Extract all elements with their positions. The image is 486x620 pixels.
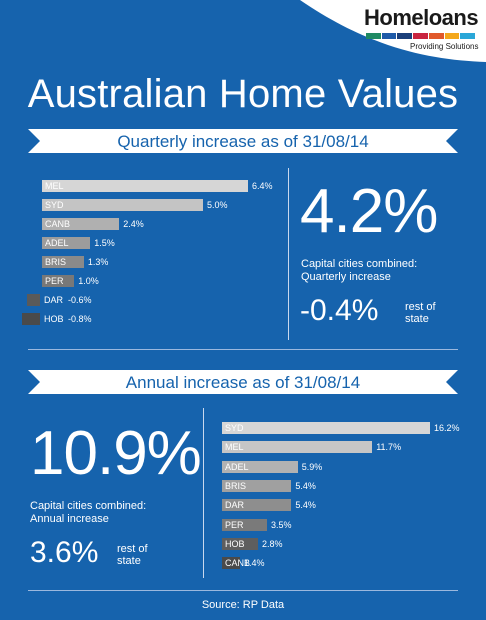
annual-rest-value: 3.6% <box>30 536 99 569</box>
bar-category-label: ADEL <box>225 461 249 472</box>
quarterly-rest-caption: rest of state <box>405 301 436 325</box>
header-swoosh-shape <box>300 0 486 62</box>
annual-headline-caption: Capital cities combined: Annual increase <box>30 500 146 526</box>
bar-syd <box>42 199 203 211</box>
bar-hob <box>222 537 258 550</box>
bar-value-label: 6.4% <box>252 181 273 191</box>
annual-divider <box>203 408 204 578</box>
caption-line: state <box>117 555 141 567</box>
annual-bar-chart: SYD 16.2% MEL 11.7% ADEL 5.9% BRIS 5.4% DAR 5.4% P… <box>222 422 477 574</box>
bar-mel <box>42 180 248 192</box>
bar-category-label: PER <box>45 276 64 286</box>
bar-value-label: -0.6% <box>68 295 92 305</box>
caption-line: rest of <box>405 301 436 313</box>
bar-category-label: HOB <box>44 314 64 324</box>
bar-value-label: 1.4% <box>243 558 265 569</box>
bar-value-label: 11.7% <box>376 442 402 453</box>
quarterly-headline-caption: Capital cities combined: Quarterly incre… <box>301 258 417 284</box>
caption-line: state <box>405 313 429 325</box>
annual-rest-caption: rest of state <box>117 543 148 567</box>
quarterly-rest-value: -0.4% <box>300 294 379 327</box>
bar-value-label: 5.4% <box>295 480 316 491</box>
bar-category-label: CANB <box>45 219 71 229</box>
bar-per <box>222 518 267 531</box>
bar-dar <box>26 294 40 306</box>
bar-bris <box>42 256 84 268</box>
logo-stripe-segment <box>460 33 476 39</box>
bar-category-label: MEL <box>225 442 244 453</box>
section-divider <box>28 349 458 350</box>
quarterly-divider <box>288 168 289 340</box>
bar-value-label: 1.5% <box>94 238 115 248</box>
annual-heading-ribbon: Annual increase as of 31/08/14 <box>28 370 458 394</box>
annual-headline-value: 10.9% <box>30 419 202 488</box>
bar-value-label: 2.8% <box>261 538 283 549</box>
bar-hob <box>22 313 40 325</box>
bar-category-label: CANB <box>225 558 251 569</box>
logo-stripe-segment <box>366 33 381 39</box>
logo-stripe-segment <box>413 33 428 39</box>
bar-value-label: 1.3% <box>87 257 109 267</box>
ribbon-shape <box>28 370 458 394</box>
page-title: Australian Home Values <box>27 72 459 116</box>
bar-category-label: DAR <box>44 295 64 305</box>
bar-category-label: SYD <box>45 200 64 210</box>
caption-line: Capital cities combined: <box>301 258 418 270</box>
bar-adel <box>222 460 298 473</box>
logo-stripe-segment <box>444 33 460 39</box>
bar-value-label: 5.0% <box>206 200 228 210</box>
bar-category-label: BRIS <box>225 480 247 491</box>
bar-dar <box>222 499 292 512</box>
caption-line: Annual increase <box>30 513 109 525</box>
bar-canb <box>222 557 240 570</box>
quarterly-heading: Quarterly increase as of 31/08/14 <box>117 132 369 151</box>
logo-stripe-segment <box>428 33 444 39</box>
bar-category-label: PER <box>225 519 244 530</box>
bar-value-label: 5.4% <box>295 500 316 511</box>
bar-mel <box>222 441 373 454</box>
bar-value-label: 1.0% <box>78 276 99 286</box>
homeloans-logo: Homeloans Providing Solutions <box>360 5 480 55</box>
logo-stripe-segment <box>381 33 397 39</box>
footer-divider <box>28 590 458 591</box>
logo-name: Homeloans <box>364 5 479 30</box>
source-note: Source: RP Data <box>201 599 285 611</box>
bar-category-label: SYD <box>225 423 244 433</box>
bar-value-label: 3.5% <box>270 519 292 530</box>
bar-value-label: 2.4% <box>123 219 144 229</box>
quarterly-headline-value: 4.2% <box>300 177 438 246</box>
logo-color-stripe <box>366 33 476 39</box>
bar-category-label: DAR <box>225 500 245 511</box>
logo-tagline: Providing Solutions <box>410 42 479 51</box>
caption-line: Quarterly increase <box>301 271 391 283</box>
ribbon-shape <box>28 129 458 153</box>
bar-category-label: ADEL <box>45 238 69 248</box>
caption-line: rest of <box>117 543 148 555</box>
bar-category-label: HOB <box>225 538 245 549</box>
annual-heading: Annual increase as of 31/08/14 <box>125 373 361 392</box>
bar-value-label: -0.8% <box>68 314 92 324</box>
header-swoosh <box>300 0 486 62</box>
bar-syd <box>222 422 430 434</box>
quarterly-heading-ribbon: Quarterly increase as of 31/08/14 <box>28 129 458 153</box>
bar-per <box>42 275 75 287</box>
bar-value-label: 16.2% <box>434 423 460 433</box>
bar-category-label: MEL <box>45 181 64 191</box>
caption-line: Capital cities combined: <box>30 500 147 512</box>
bar-category-label: BRIS <box>45 257 67 267</box>
quarterly-bar-chart: MEL 6.4% SYD 5.0% CANB 2.4% ADEL 1.5% BRIS 1.3% PE… <box>16 180 286 330</box>
bar-adel <box>42 237 91 249</box>
bar-bris <box>222 479 292 492</box>
bar-value-label: 5.9% <box>301 461 323 472</box>
logo-stripe-segment <box>397 33 413 39</box>
bar-canb <box>42 218 120 230</box>
